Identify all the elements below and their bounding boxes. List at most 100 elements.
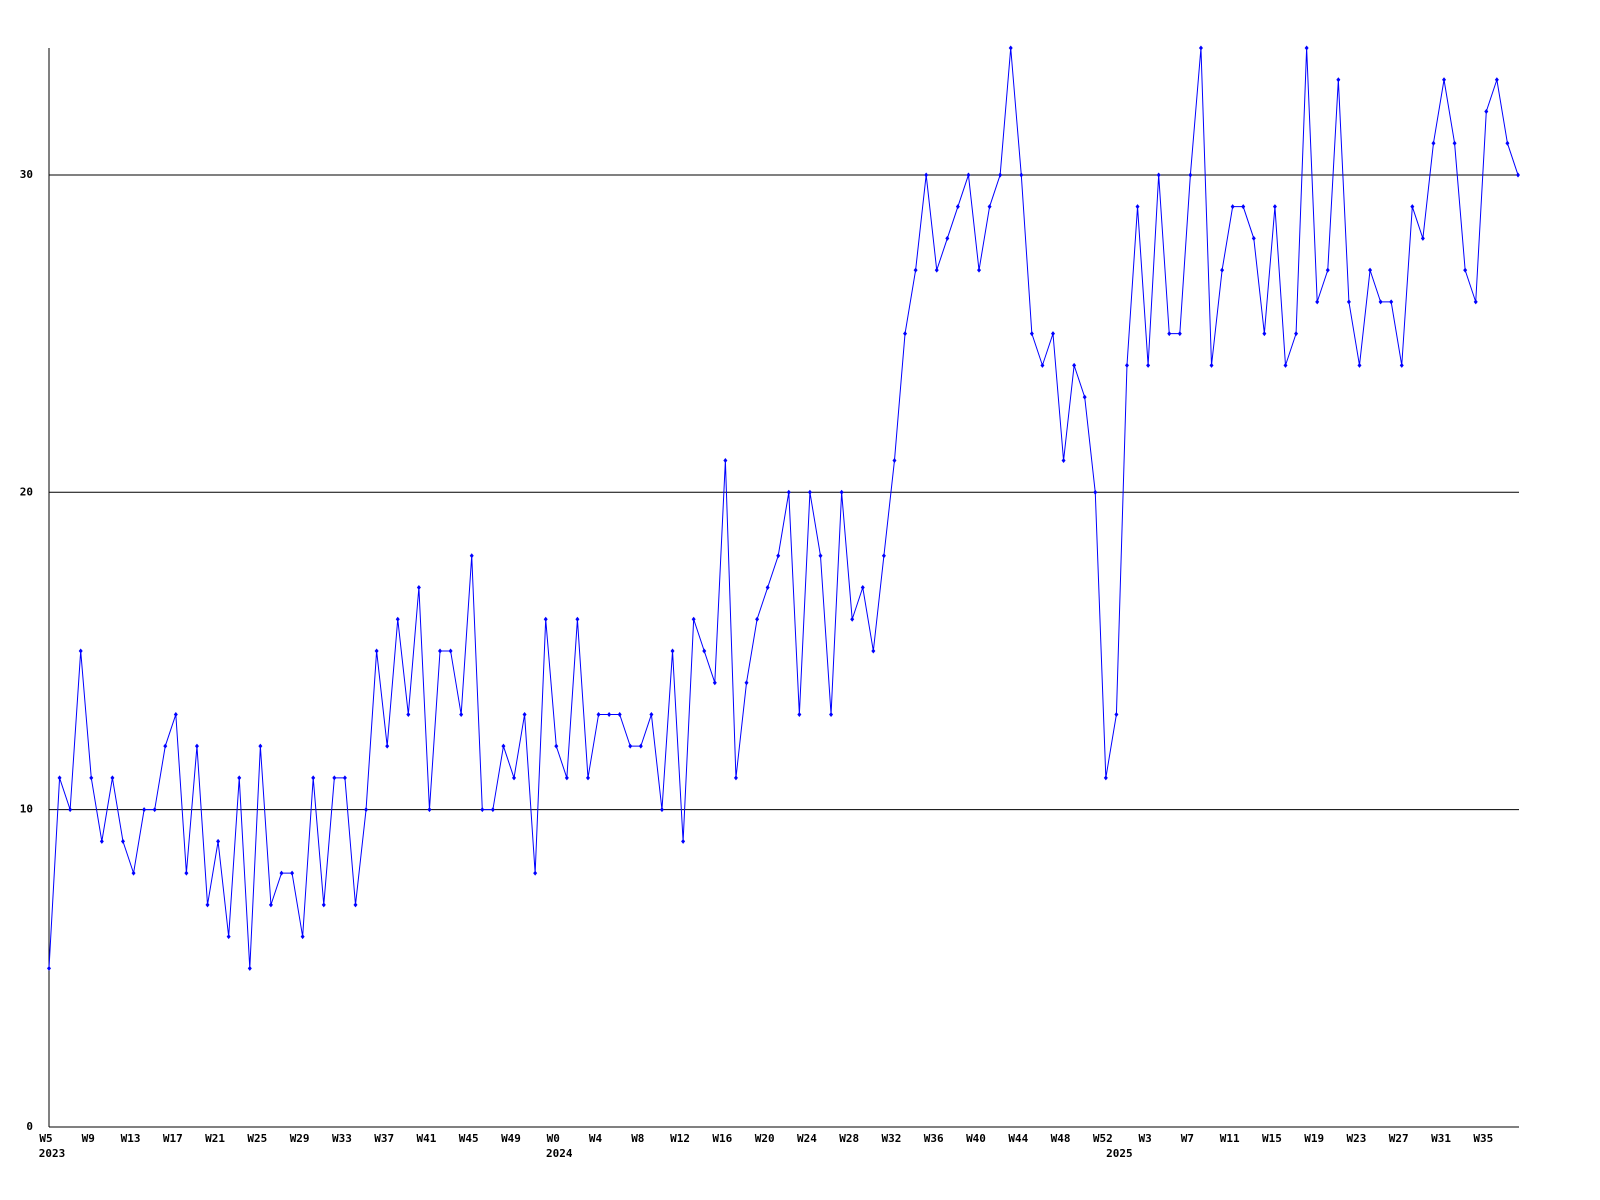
- point: [501, 743, 506, 749]
- point: [216, 838, 221, 844]
- point: [1294, 331, 1299, 337]
- point: [659, 807, 664, 813]
- point: [733, 775, 738, 781]
- point: [490, 807, 495, 813]
- point: [268, 902, 273, 908]
- point: [237, 775, 242, 781]
- x-tick-label: W45: [459, 1132, 479, 1145]
- x-tick-label: W48: [1051, 1132, 1071, 1145]
- point: [1114, 711, 1119, 717]
- point: [247, 965, 252, 971]
- point: [881, 553, 886, 559]
- point: [427, 807, 432, 813]
- x-tick-label: W52: [1093, 1132, 1113, 1145]
- x-tick-label: W32: [882, 1132, 902, 1145]
- point: [131, 870, 136, 876]
- point: [649, 711, 654, 717]
- point: [364, 807, 369, 813]
- point: [1103, 775, 1108, 781]
- point: [1315, 299, 1320, 305]
- point: [1304, 45, 1309, 51]
- point: [194, 743, 199, 749]
- x-tick-label: W7: [1181, 1132, 1194, 1145]
- x-tick-label: W28: [839, 1132, 859, 1145]
- point: [765, 585, 770, 590]
- point: [311, 775, 316, 781]
- point: [691, 616, 696, 622]
- point: [1494, 77, 1499, 83]
- point: [469, 553, 474, 559]
- point: [1156, 172, 1161, 178]
- x-tick-label: W24: [797, 1132, 817, 1145]
- x-tick-label: W35: [1473, 1132, 1493, 1145]
- x-year-label: 2023: [39, 1147, 66, 1160]
- point: [1061, 458, 1066, 464]
- point: [987, 204, 992, 210]
- point: [99, 838, 104, 844]
- point: [120, 838, 125, 844]
- point: [1135, 204, 1140, 210]
- point: [342, 775, 347, 781]
- point: [585, 775, 590, 781]
- point: [332, 775, 337, 781]
- x-tick-label: W44: [1008, 1132, 1028, 1145]
- point: [522, 711, 527, 717]
- point: [89, 775, 94, 781]
- point: [850, 616, 855, 622]
- point: [776, 553, 781, 559]
- point: [533, 870, 538, 876]
- point: [1241, 204, 1246, 210]
- point: [702, 648, 707, 654]
- x-tick-label: W23: [1347, 1132, 1367, 1145]
- point: [575, 616, 580, 622]
- point: [1188, 172, 1193, 178]
- point: [321, 902, 326, 908]
- point: [1262, 331, 1267, 337]
- point: [818, 553, 823, 559]
- point: [924, 172, 929, 178]
- point: [290, 870, 295, 876]
- point: [543, 616, 548, 622]
- point: [1209, 362, 1214, 368]
- point: [596, 711, 601, 717]
- point: [934, 267, 939, 273]
- x-tick-label: W37: [374, 1132, 394, 1145]
- point: [1505, 140, 1510, 146]
- point: [438, 648, 443, 654]
- point: [416, 585, 421, 590]
- point: [142, 807, 147, 813]
- point: [1473, 299, 1478, 305]
- point: [205, 902, 210, 908]
- point: [1346, 299, 1351, 305]
- x-tick-label: W31: [1431, 1132, 1451, 1145]
- x-tick-label: W19: [1304, 1132, 1324, 1145]
- point: [1167, 331, 1172, 337]
- point: [406, 711, 411, 717]
- point: [1177, 331, 1182, 337]
- point: [1516, 172, 1520, 178]
- point: [226, 934, 231, 940]
- point: [1146, 362, 1151, 368]
- point: [459, 711, 464, 717]
- point: [1251, 235, 1256, 241]
- point: [1093, 489, 1098, 495]
- point: [617, 711, 622, 717]
- point: [871, 648, 876, 654]
- point: [998, 172, 1003, 178]
- point: [712, 680, 717, 686]
- point: [903, 331, 908, 337]
- y-tick-label: 30: [20, 168, 33, 181]
- point: [47, 965, 51, 971]
- point: [152, 807, 157, 813]
- point: [638, 743, 643, 749]
- point: [1399, 362, 1404, 368]
- point: [1050, 331, 1055, 337]
- x-tick-label: W33: [332, 1132, 352, 1145]
- point: [966, 172, 971, 178]
- x-tick-label: W41: [417, 1132, 437, 1145]
- x-tick-label: W5: [39, 1132, 52, 1145]
- x-tick-label: W49: [501, 1132, 521, 1145]
- point: [681, 838, 686, 844]
- point: [1431, 140, 1436, 146]
